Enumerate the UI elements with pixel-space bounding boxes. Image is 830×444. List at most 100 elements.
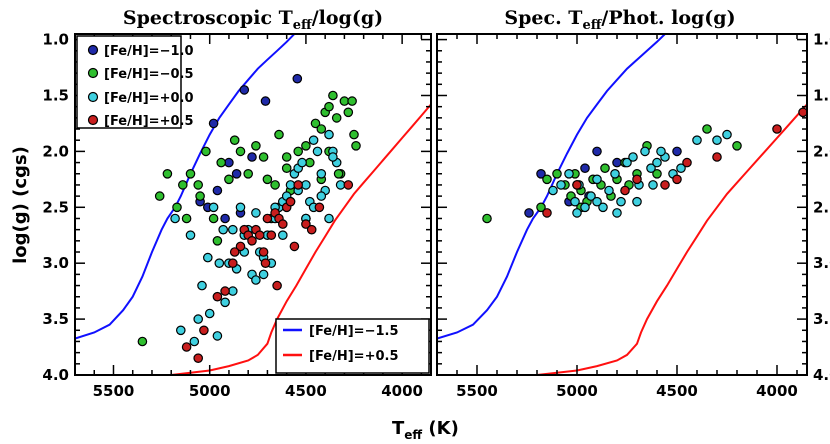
legend-label-feh-m1.0: [Fe/H]=−1.0: [104, 44, 194, 59]
data-point-series-2: [622, 157, 632, 168]
data-point-series-2: [648, 180, 658, 190]
data-point-series-3: [772, 124, 782, 134]
x-tick-label: 5000: [556, 382, 598, 400]
data-point-series-2: [656, 146, 666, 157]
data-point-series-1: [229, 135, 240, 145]
y-tick-label: 2.0: [42, 142, 69, 160]
data-point-series-2: [610, 169, 620, 179]
plot-frame-right: [436, 33, 808, 376]
data-point-series-1: [333, 169, 344, 179]
data-point-series-1: [212, 236, 223, 246]
data-point-series-2: [632, 196, 642, 207]
data-point-series-2: [712, 135, 722, 145]
y-tick-label: 3.5: [813, 310, 830, 328]
data-point-series-1: [542, 174, 552, 185]
legend-label-feh-m0.5: [Fe/H]=−0.5: [104, 67, 194, 82]
data-point-series-1: [324, 101, 334, 112]
data-point-series-0: [208, 118, 219, 129]
data-point-series-3: [306, 224, 317, 235]
data-point-series-1: [193, 180, 203, 190]
data-point-series-3: [620, 185, 630, 196]
panel-title-photometric: Spec. Teff/Phot. log(g): [504, 7, 735, 33]
plot-frame-left: [74, 33, 432, 376]
data-point-series-1: [137, 336, 148, 347]
data-point-series-2: [277, 230, 288, 240]
data-point-series-3: [220, 286, 230, 296]
legend-box-lines: [275, 318, 430, 374]
data-point-series-3: [343, 180, 354, 190]
data-point-series-2: [328, 152, 338, 162]
data-point-series-1: [243, 169, 253, 179]
data-point-series-3: [712, 152, 722, 162]
data-point-series-2: [612, 208, 622, 218]
data-point-series-1: [732, 141, 742, 151]
legend-line-label-feh-m1.5: [Fe/H]=−1.5: [309, 324, 399, 339]
data-point-series-1: [185, 169, 196, 179]
data-point-series-2: [251, 208, 261, 218]
y-tick-label: 4.0: [42, 366, 69, 384]
data-point-series-2: [592, 196, 602, 207]
data-point-series-2: [193, 314, 203, 324]
data-point-series-3: [798, 107, 807, 118]
data-point-series-3: [277, 219, 288, 229]
data-point-series-3: [682, 157, 692, 168]
x-tick-label: 5500: [93, 382, 135, 400]
data-point-series-2: [214, 258, 225, 268]
data-point-series-1: [552, 169, 562, 179]
data-point-series-2: [722, 129, 732, 140]
data-point-series-0: [260, 96, 271, 106]
data-point-series-2: [235, 202, 246, 213]
data-point-series-2: [176, 325, 186, 336]
x-axis-label: Teff (K): [392, 418, 459, 442]
data-point-series-1: [281, 163, 292, 173]
data-point-series-2: [185, 230, 196, 240]
legend-label-feh-p0.5: [Fe/H]=+0.5: [104, 114, 194, 129]
data-point-series-3: [293, 180, 303, 190]
data-point-series-3: [272, 280, 282, 291]
data-point-series-3: [212, 291, 223, 302]
data-point-series-1: [328, 90, 338, 101]
data-point-series-0: [580, 163, 590, 173]
legend-marker-feh-m1.0: [87, 44, 99, 56]
data-point-series-2: [297, 157, 307, 168]
data-point-series-1: [154, 191, 165, 201]
data-point-series-3: [229, 247, 240, 257]
data-point-series-2: [189, 336, 200, 347]
data-point-series-1: [195, 191, 205, 201]
data-point-series-2: [646, 163, 656, 173]
data-point-series-2: [640, 146, 650, 157]
x-tick-label: 4000: [756, 382, 798, 400]
data-point-series-3: [193, 353, 203, 363]
data-point-series-1: [274, 129, 284, 140]
data-point-series-0: [239, 85, 250, 95]
y-tick-label: 1.0: [813, 31, 830, 49]
data-point-series-2: [204, 308, 215, 319]
isochrone-line-1: [536, 103, 807, 375]
panel-spectroscopic: Spectroscopic Teff/log(g) 5500 5000 4500 40…: [42, 7, 432, 400]
data-point-series-1: [181, 213, 192, 224]
data-point-series-2: [556, 180, 566, 190]
data-point-series-3: [228, 258, 238, 268]
legend-metallicity-points: [Fe/H]=−1.0 [Fe/H]=−0.5 [Fe/H]=+0.0 [Fe/…: [76, 35, 194, 129]
data-point-series-2: [212, 331, 223, 341]
y-tick-label: 1.5: [813, 86, 830, 104]
data-point-series-1: [343, 107, 354, 118]
data-point-series-1: [482, 213, 492, 224]
legend-label-feh-0.0: [Fe/H]=+0.0: [104, 91, 194, 106]
y-tick-label: 3.0: [42, 254, 69, 272]
data-point-series-1: [262, 174, 273, 185]
data-point-series-2: [548, 185, 558, 196]
panel-title-spectroscopic: Spectroscopic Teff/log(g): [123, 7, 383, 33]
data-point-series-0: [672, 146, 682, 157]
x-tick-label: 4500: [285, 382, 327, 400]
data-point-series-0: [231, 169, 242, 179]
data-point-series-3: [254, 230, 265, 240]
data-point-series-2: [220, 297, 230, 308]
data-point-series-2: [592, 174, 602, 185]
data-point-series-3: [672, 174, 682, 185]
data-point-series-2: [598, 202, 608, 213]
data-point-series-3: [181, 342, 192, 352]
data-point-series-2: [258, 269, 269, 280]
data-point-series-1: [702, 124, 712, 134]
